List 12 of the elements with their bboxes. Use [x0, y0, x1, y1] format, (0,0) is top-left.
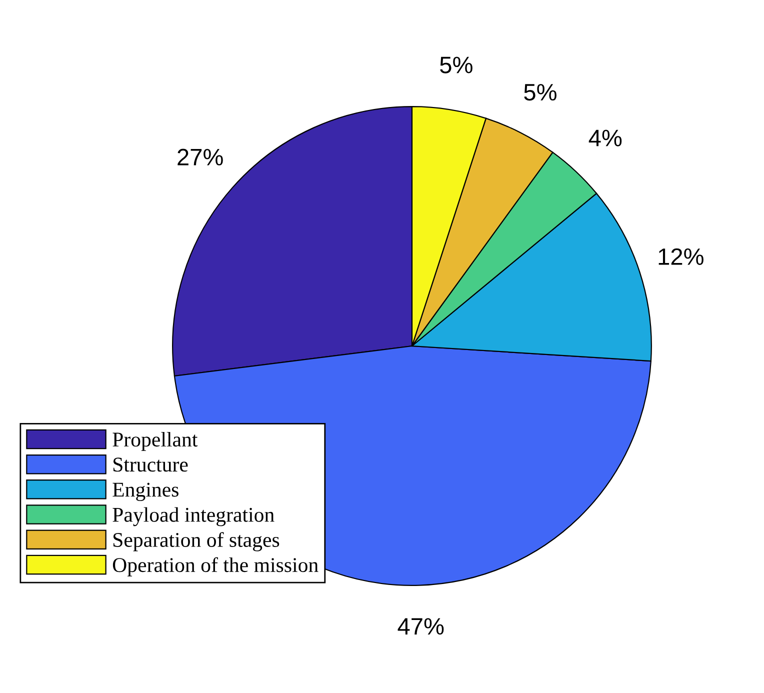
- legend-label: Engines: [112, 482, 178, 502]
- data-label: 12%: [658, 248, 704, 265]
- data-label: 47%: [398, 618, 444, 635]
- data-label: 27%: [178, 148, 223, 166]
- legend-label: Operation of the mission: [112, 557, 318, 576]
- legend-label: Propellant: [112, 432, 198, 451]
- legend-label: Structure: [113, 458, 188, 472]
- legend-label: Separation of stages: [113, 532, 280, 552]
- legend-label: Payload integration: [112, 507, 274, 526]
- data-label: 5%: [524, 84, 556, 101]
- data-label: 5%: [440, 56, 472, 74]
- data-label: 4%: [588, 130, 622, 146]
